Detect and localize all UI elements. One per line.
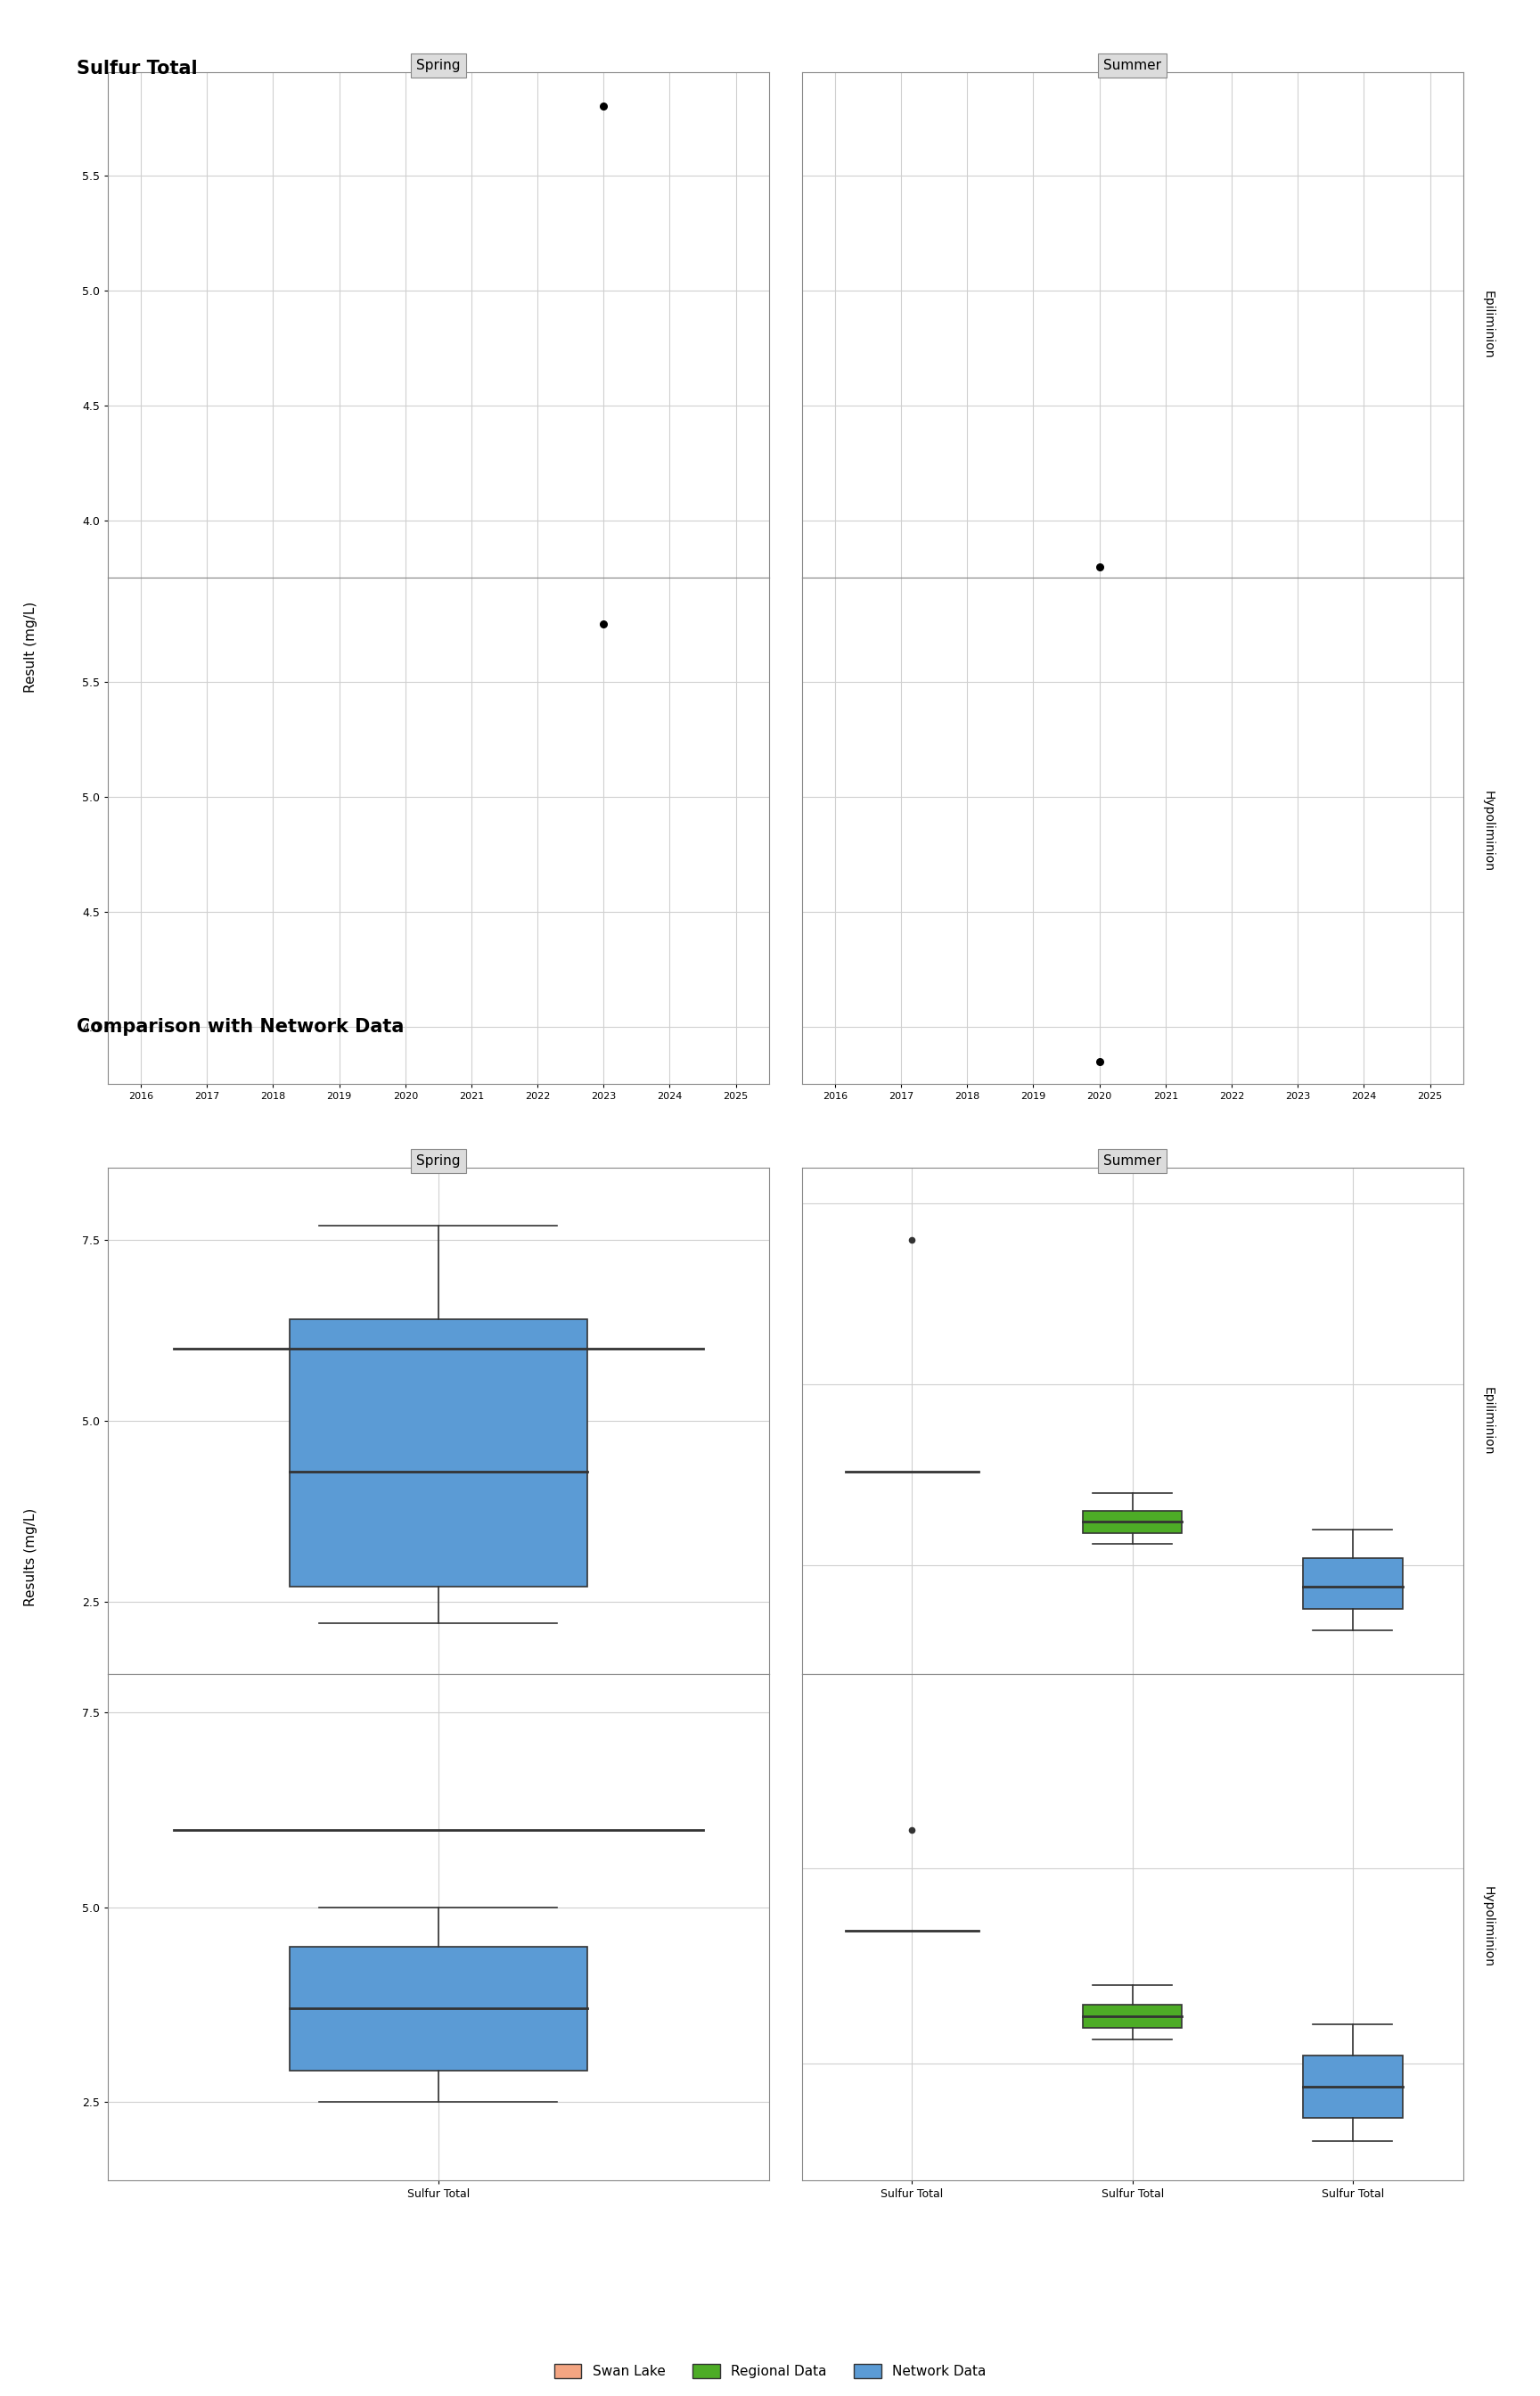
- Y-axis label: Hypoliminion: Hypoliminion: [1481, 1886, 1494, 1967]
- Text: Comparison with Network Data: Comparison with Network Data: [77, 1018, 405, 1035]
- FancyBboxPatch shape: [1303, 2056, 1403, 2118]
- Y-axis label: Epiliminion: Epiliminion: [1481, 1387, 1494, 1454]
- Y-axis label: Epiliminion: Epiliminion: [1481, 290, 1494, 359]
- Point: [899, 1811, 924, 1850]
- Text: Sulfur Total: Sulfur Total: [77, 60, 197, 77]
- Text: Result (mg/L): Result (mg/L): [25, 601, 37, 692]
- Title: Spring: Spring: [416, 1155, 460, 1167]
- Y-axis label: Hypoliminion: Hypoliminion: [1481, 791, 1494, 872]
- Title: Summer: Summer: [1104, 58, 1161, 72]
- Legend: Swan Lake, Regional Data, Network Data: Swan Lake, Regional Data, Network Data: [548, 2360, 992, 2384]
- Point: [1087, 546, 1112, 585]
- Title: Spring: Spring: [416, 58, 460, 72]
- Point: [591, 604, 616, 642]
- FancyBboxPatch shape: [290, 1320, 587, 1586]
- Title: Summer: Summer: [1104, 1155, 1161, 1167]
- Point: [899, 1222, 924, 1260]
- FancyBboxPatch shape: [1083, 2005, 1183, 2027]
- FancyBboxPatch shape: [1083, 1512, 1183, 1533]
- FancyBboxPatch shape: [1303, 1557, 1403, 1608]
- Text: Results (mg/L): Results (mg/L): [25, 1507, 37, 1608]
- Point: [591, 86, 616, 125]
- Point: [1087, 1042, 1112, 1081]
- FancyBboxPatch shape: [290, 1946, 587, 2070]
